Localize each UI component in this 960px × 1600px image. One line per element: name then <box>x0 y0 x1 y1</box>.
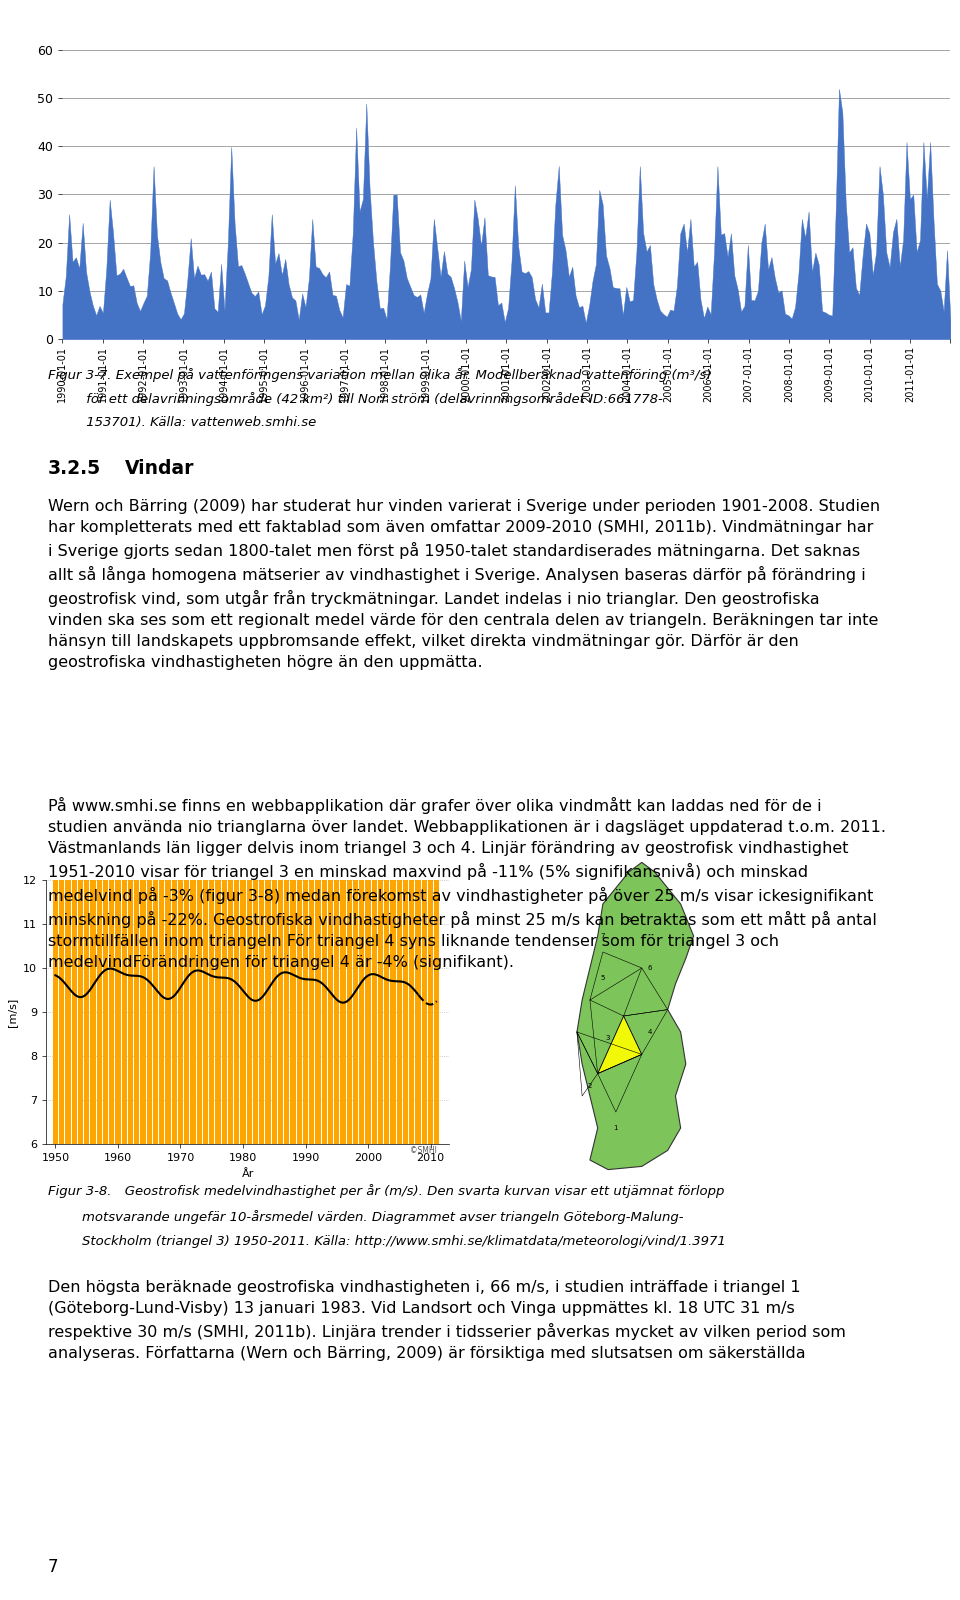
Bar <box>396 738 402 1144</box>
Text: Wern och Bärring (2009) har studerat hur vinden varierat i Sverige under periode: Wern och Bärring (2009) har studerat hur… <box>48 499 880 670</box>
Text: Den högsta beräknade geostrofiska vindhastigheten i, 66 m/s, i studien inträffad: Den högsta beräknade geostrofiska vindha… <box>48 1280 846 1362</box>
Bar <box>328 714 333 1144</box>
Bar <box>416 739 420 1144</box>
Bar <box>147 728 152 1144</box>
Bar <box>209 709 214 1144</box>
Text: 6: 6 <box>647 965 652 971</box>
Bar <box>78 733 84 1144</box>
Text: Stockholm (triangel 3) 1950-2011. Källa: http://www.smhi.se/klimatdata/meteorolo: Stockholm (triangel 3) 1950-2011. Källa:… <box>48 1235 726 1248</box>
Bar <box>421 733 427 1144</box>
Bar <box>65 739 71 1144</box>
Bar <box>384 733 390 1144</box>
Text: 1: 1 <box>613 1125 618 1131</box>
Bar <box>165 723 171 1144</box>
Bar <box>265 720 271 1144</box>
Bar <box>109 726 114 1144</box>
Bar <box>366 704 371 1144</box>
Bar <box>228 720 233 1144</box>
Text: 8: 8 <box>627 917 631 923</box>
Bar <box>190 723 196 1144</box>
Text: 7: 7 <box>48 1558 59 1576</box>
Bar <box>309 706 315 1144</box>
Bar <box>359 720 365 1144</box>
Text: ©SMHI: ©SMHI <box>410 1146 437 1155</box>
Text: Vindar: Vindar <box>125 459 194 478</box>
Bar <box>178 734 183 1144</box>
Text: Figur 3-8. Geostrofisk medelvindhastighet per år (m/s). Den svarta kurvan visar : Figur 3-8. Geostrofisk medelvindhastighe… <box>48 1184 725 1198</box>
Bar <box>434 704 440 1144</box>
Bar <box>372 720 377 1144</box>
Bar <box>302 710 308 1144</box>
Bar <box>334 717 340 1144</box>
Text: Figur 3-7. Exempel på vattenföringens variation mellan olika år. Modellberäknad : Figur 3-7. Exempel på vattenföringens va… <box>48 368 711 382</box>
Polygon shape <box>598 1016 642 1074</box>
Bar <box>240 717 246 1144</box>
Bar <box>428 731 433 1144</box>
Text: 7: 7 <box>601 933 605 939</box>
Bar <box>378 726 383 1144</box>
Bar <box>277 722 283 1144</box>
Bar <box>159 717 164 1144</box>
Bar <box>403 744 408 1144</box>
Text: På www.smhi.se finns en webbapplikation där grafer över olika vindmått kan ladda: På www.smhi.se finns en webbapplikation … <box>48 797 886 970</box>
Text: 2: 2 <box>588 1083 592 1090</box>
Bar <box>353 709 358 1144</box>
Bar <box>103 722 108 1144</box>
Text: för ett delavrinningsområde (42 km²) till Norr ström (delavrinningsområdet ID:66: för ett delavrinningsområde (42 km²) til… <box>48 392 662 406</box>
Bar <box>122 726 127 1144</box>
Bar <box>290 709 296 1144</box>
Bar <box>53 723 59 1144</box>
Bar <box>184 733 189 1144</box>
Bar <box>322 720 327 1144</box>
Bar <box>60 734 64 1144</box>
Bar <box>197 715 202 1144</box>
Bar <box>140 734 146 1144</box>
Bar <box>128 722 133 1144</box>
Text: 153701). Källa: vattenweb.smhi.se: 153701). Källa: vattenweb.smhi.se <box>48 416 316 429</box>
Bar <box>203 702 208 1144</box>
Bar <box>284 715 289 1144</box>
Y-axis label: [m/s]: [m/s] <box>8 997 17 1027</box>
X-axis label: År: År <box>242 1168 253 1179</box>
Bar <box>84 722 89 1144</box>
Text: motsvarande ungefär 10-årsmedel värden. Diagrammet avser triangeln Göteborg-Malu: motsvarande ungefär 10-årsmedel värden. … <box>48 1210 684 1224</box>
Polygon shape <box>577 862 694 1170</box>
Bar <box>153 722 158 1144</box>
Bar <box>409 746 415 1144</box>
Bar <box>347 715 352 1144</box>
Text: 3: 3 <box>606 1035 611 1042</box>
Bar <box>259 686 264 1144</box>
Bar <box>315 717 321 1144</box>
Bar <box>222 710 227 1144</box>
Bar <box>215 717 221 1144</box>
Bar <box>72 728 77 1144</box>
Bar <box>172 731 177 1144</box>
Bar <box>97 710 102 1144</box>
Bar <box>341 722 346 1144</box>
Bar <box>134 733 139 1144</box>
Bar <box>252 715 258 1144</box>
Text: 4: 4 <box>647 1029 652 1035</box>
Bar <box>297 715 301 1144</box>
Text: 3.2.5: 3.2.5 <box>48 459 101 478</box>
Bar <box>90 715 96 1144</box>
Text: 5: 5 <box>601 974 605 981</box>
Bar <box>247 722 252 1144</box>
Bar <box>391 739 396 1144</box>
Bar <box>234 714 239 1144</box>
Bar <box>115 731 121 1144</box>
Bar <box>272 726 276 1144</box>
